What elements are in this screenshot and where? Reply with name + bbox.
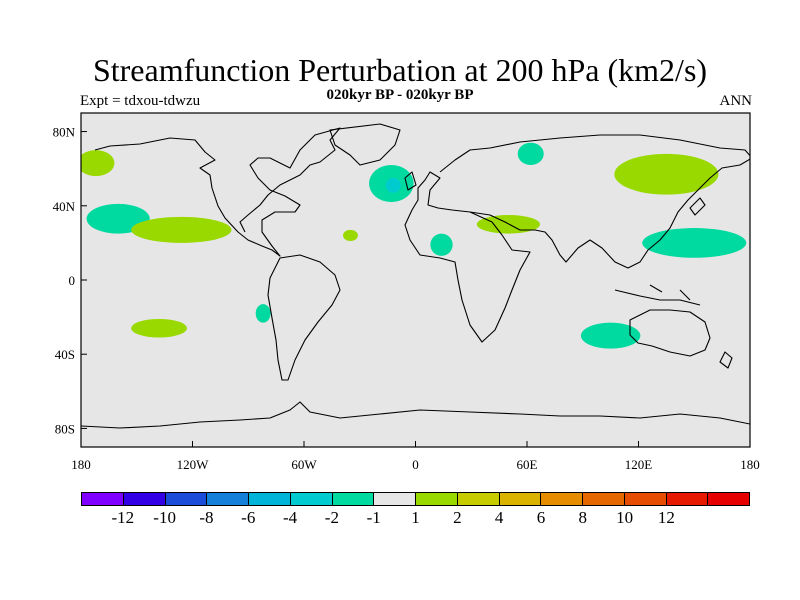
lon-tick-label: 0 xyxy=(412,457,419,472)
antarctica-coast xyxy=(81,401,750,429)
anomaly-region xyxy=(430,233,453,256)
colorbar-box xyxy=(249,493,291,505)
map-title: Streamfunction Perturbation at 200 hPa (… xyxy=(92,52,708,88)
latitude-axis: 80N 40N 0 40S 80S xyxy=(53,125,87,436)
anomaly-region xyxy=(642,228,747,258)
colorbar-box xyxy=(374,493,416,505)
colorbar-label: 4 xyxy=(494,508,504,527)
lon-tick-label: 180 xyxy=(71,457,91,472)
anomaly-region xyxy=(131,318,187,338)
season-label: ANN xyxy=(719,93,753,109)
colorbar-label: -8 xyxy=(199,508,214,527)
lon-tick-label: 120E xyxy=(625,457,653,472)
colorbar-box xyxy=(541,493,583,505)
anomaly-region xyxy=(580,322,641,349)
colorbar-box xyxy=(290,493,333,505)
lat-tick-label: 80S xyxy=(55,421,75,436)
colorbar-box xyxy=(82,493,124,505)
colorbar-box xyxy=(666,493,709,505)
colorbar-label: 12 xyxy=(657,508,675,527)
japan-coast xyxy=(689,197,706,216)
australia-coast xyxy=(629,309,711,357)
north-america-coast xyxy=(94,127,341,257)
colorbar-box xyxy=(499,493,542,505)
anomaly-region xyxy=(131,216,232,243)
colorbar-box xyxy=(165,493,208,505)
colorbar-label: 2 xyxy=(453,508,462,527)
anomaly-region xyxy=(614,153,719,195)
lon-tick-label: 60W xyxy=(291,457,317,472)
lat-tick-label: 40N xyxy=(53,199,76,214)
new-zealand-coast xyxy=(719,351,733,369)
experiment-label: Expt = tdxou-tdwzu xyxy=(80,93,201,109)
colorbar-label: 6 xyxy=(536,508,546,527)
anomaly-region xyxy=(517,142,544,165)
indonesia-coast xyxy=(614,284,701,306)
colorbar-box xyxy=(123,493,166,505)
colorbar-box xyxy=(583,493,625,505)
colorbar-label: 8 xyxy=(578,508,588,527)
anomaly-region xyxy=(255,304,271,323)
colorbar-label: -2 xyxy=(324,508,339,527)
anomaly-layer xyxy=(81,142,747,349)
colorbar-label: -12 xyxy=(111,508,135,527)
lon-tick-label: 120W xyxy=(177,457,210,472)
uk-coast xyxy=(404,171,417,191)
lat-tick-label: 0 xyxy=(69,273,76,288)
europe-africa-coast xyxy=(404,171,531,343)
lon-tick-label: 180 xyxy=(740,457,760,472)
longitude-axis: 180 120W 60W 0 60E 120E 180 xyxy=(71,441,760,472)
colorbar-box xyxy=(708,493,749,505)
colorbar-label: -10 xyxy=(153,508,176,527)
colorbar-label: -6 xyxy=(241,508,256,527)
anomaly-region xyxy=(343,229,358,242)
anomaly-region xyxy=(385,177,401,193)
coastlines xyxy=(81,123,750,429)
colorbar-label: 10 xyxy=(616,508,634,527)
greenland-coast xyxy=(329,123,401,166)
colorbar-box xyxy=(207,493,249,505)
colorbar-label: -1 xyxy=(366,508,381,527)
colorbar-box xyxy=(457,493,500,505)
anomaly-region xyxy=(81,150,115,177)
lat-tick-label: 40S xyxy=(55,347,75,362)
colorbar-box xyxy=(416,493,458,505)
colorbar xyxy=(81,492,750,506)
south-america-coast xyxy=(267,254,341,381)
colorbar-label: 1 xyxy=(411,508,420,527)
colorbar-label: -4 xyxy=(282,508,298,527)
lat-tick-label: 80N xyxy=(53,125,76,140)
map-subtitle: 020kyr BP - 020kyr BP xyxy=(326,87,474,103)
colorbar-box xyxy=(332,493,375,505)
eurasia-coast xyxy=(439,134,750,269)
lon-tick-label: 60E xyxy=(517,457,538,472)
colorbar-box xyxy=(624,493,667,505)
